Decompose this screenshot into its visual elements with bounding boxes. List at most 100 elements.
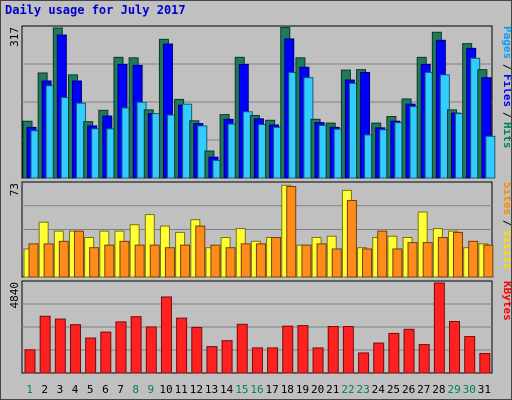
bar-visits-sites (301, 244, 312, 278)
bar-kbytes-kbytes (160, 296, 172, 374)
day-label: 28 (432, 383, 445, 396)
day-label: 9 (148, 383, 155, 396)
day-label: 29 (447, 383, 460, 396)
bar-visits-sites (164, 247, 175, 278)
bar-kbytes-kbytes (327, 326, 339, 374)
bar-visits-sites (453, 231, 464, 278)
day-label: 3 (57, 383, 64, 396)
day-label: 21 (326, 383, 339, 396)
day-label: 22 (341, 383, 354, 396)
bar-kbytes-kbytes (39, 315, 51, 374)
legend-separator: / (501, 220, 511, 227)
legend-hits: Hits (501, 122, 511, 149)
bar-kbytes-kbytes (206, 346, 218, 374)
bar-kbytes-kbytes (373, 342, 385, 374)
bar-kbytes-kbytes (464, 336, 476, 374)
chart-title: Daily usage for July 2017 (5, 3, 186, 17)
legend-kbytes: KBytes (501, 281, 511, 321)
bar-visits-sites (58, 240, 69, 278)
legend-files: Files (501, 74, 511, 107)
day-label: 13 (205, 383, 218, 396)
bar-visits-sites (28, 243, 39, 278)
day-label: 8 (132, 383, 139, 396)
bar-kbytes-kbytes (69, 324, 81, 374)
legend-sites: Sites (501, 182, 511, 215)
day-label: 31 (478, 383, 491, 396)
bar-kbytes-kbytes (176, 317, 188, 374)
bar-kbytes-kbytes (115, 321, 127, 374)
bar-visits-sites (240, 243, 251, 278)
day-label: 19 (296, 383, 309, 396)
bar-visits-sites (271, 237, 282, 278)
day-label: 30 (463, 383, 476, 396)
bar-kbytes-kbytes (236, 323, 248, 374)
day-label: 6 (102, 383, 109, 396)
legend-pages: Pages (501, 26, 511, 59)
bar-kbytes-kbytes (358, 352, 370, 374)
day-label: 17 (266, 383, 279, 396)
day-label: 16 (250, 383, 263, 396)
day-label: 24 (372, 383, 386, 396)
bar-kbytes-kbytes (251, 347, 263, 374)
bar-kbytes-kbytes (24, 349, 36, 374)
day-label: 7 (117, 383, 124, 396)
bar-kbytes-kbytes (433, 282, 445, 374)
bar-kbytes-kbytes (100, 331, 112, 374)
day-label: 1 (26, 383, 33, 396)
bar-visits-sites (468, 240, 479, 278)
bar-kbytes-kbytes (267, 347, 279, 374)
day-label: 25 (387, 383, 400, 396)
bar-kbytes-kbytes (388, 332, 400, 374)
bar-visits-sites (377, 230, 388, 278)
day-label: 4 (72, 383, 79, 396)
day-label: 20 (311, 383, 324, 396)
bar-visits-sites (422, 242, 433, 278)
day-label: 2 (41, 383, 48, 396)
bar-visits-sites (149, 244, 160, 278)
bar-visits-sites (104, 244, 115, 278)
bar-visits-sites (392, 248, 403, 278)
bar-visits-sites (286, 186, 297, 278)
bar-visits-sites (255, 243, 266, 278)
bar-visits-sites (89, 247, 100, 278)
bar-kbytes-kbytes (282, 325, 294, 374)
bar-visits-sites (180, 244, 191, 278)
bar-kbytes-kbytes (297, 325, 309, 374)
bar-visits-sites (195, 225, 206, 278)
bar-visits-sites (346, 200, 357, 278)
bar-visits-sites (407, 242, 418, 278)
bar-hits-pages (485, 135, 496, 179)
bar-visits-sites (483, 244, 494, 278)
bar-visits-sites (316, 243, 327, 278)
day-label: 23 (357, 383, 370, 396)
legend-separator: / (501, 112, 511, 119)
bar-visits-sites (134, 244, 145, 278)
bar-kbytes-kbytes (85, 337, 97, 374)
bar-visits-sites (437, 237, 448, 278)
bar-visits-sites (362, 248, 373, 278)
bar-kbytes-kbytes (221, 340, 233, 374)
legend-visits: Visits (501, 230, 511, 270)
bar-visits-sites (73, 230, 84, 278)
day-label: 11 (175, 383, 188, 396)
day-label: 27 (417, 383, 430, 396)
day-label: 26 (402, 383, 415, 396)
bar-kbytes-kbytes (130, 316, 142, 374)
bar-visits-sites (210, 244, 221, 278)
bar-kbytes-kbytes (191, 326, 203, 374)
bar-kbytes-kbytes (418, 344, 430, 374)
bar-kbytes-kbytes (403, 328, 415, 374)
day-label: 14 (220, 383, 234, 396)
bar-visits-sites (43, 243, 54, 278)
bar-kbytes-kbytes (54, 318, 66, 374)
axis-max-label-hits: 317 (8, 27, 21, 47)
bar-kbytes-kbytes (479, 352, 491, 374)
bar-visits-sites (119, 240, 130, 278)
day-label: 12 (190, 383, 203, 396)
bar-kbytes-kbytes (312, 347, 324, 374)
axis-max-label-kbytes: 4840 (8, 282, 21, 309)
day-label: 10 (159, 383, 172, 396)
axis-max-label-visits: 73 (8, 183, 21, 196)
bar-visits-sites (225, 247, 236, 278)
